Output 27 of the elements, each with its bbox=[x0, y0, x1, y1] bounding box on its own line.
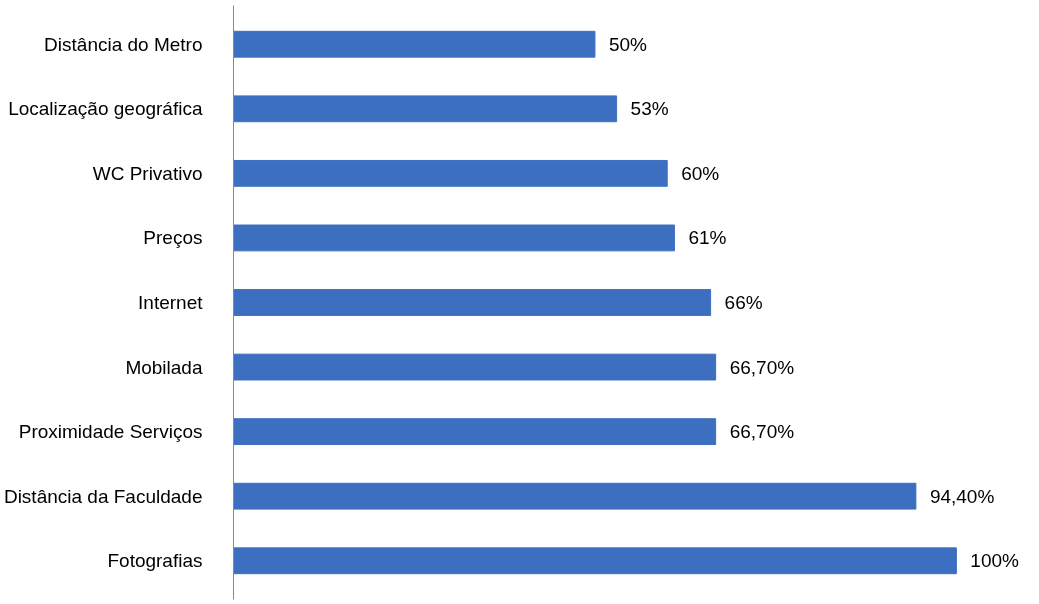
y-tick-label: WC Privativo bbox=[92, 162, 203, 184]
bar bbox=[233, 30, 596, 58]
y-tick-label: Distância do Metro bbox=[44, 33, 203, 55]
y-tick-label: Proximidade Serviços bbox=[18, 421, 203, 443]
y-tick-label: Fotografias bbox=[107, 550, 203, 572]
data-label: 66% bbox=[724, 292, 763, 313]
bar bbox=[233, 547, 957, 575]
data-label: 100% bbox=[970, 550, 1020, 572]
bar bbox=[233, 289, 712, 316]
y-tick-label: Preços bbox=[143, 227, 203, 249]
data-label: 60% bbox=[681, 162, 720, 184]
bar bbox=[233, 224, 675, 252]
y-tick-label: Distância da Faculdade bbox=[3, 485, 203, 507]
bar bbox=[233, 353, 717, 381]
bar bbox=[233, 159, 668, 187]
bar bbox=[233, 482, 917, 510]
y-tick-label: Localização geográfica bbox=[8, 98, 203, 120]
data-label: 50% bbox=[608, 33, 648, 55]
data-label: 61% bbox=[688, 227, 727, 249]
bar bbox=[233, 418, 717, 446]
bar bbox=[233, 95, 618, 123]
data-label: 53% bbox=[630, 98, 669, 120]
data-label: 94,40% bbox=[929, 485, 995, 507]
y-tick-label: Internet bbox=[138, 292, 204, 313]
y-tick-label: Mobilada bbox=[125, 356, 203, 378]
data-label: 66,70% bbox=[729, 356, 795, 378]
data-label: 66,70% bbox=[729, 421, 795, 443]
